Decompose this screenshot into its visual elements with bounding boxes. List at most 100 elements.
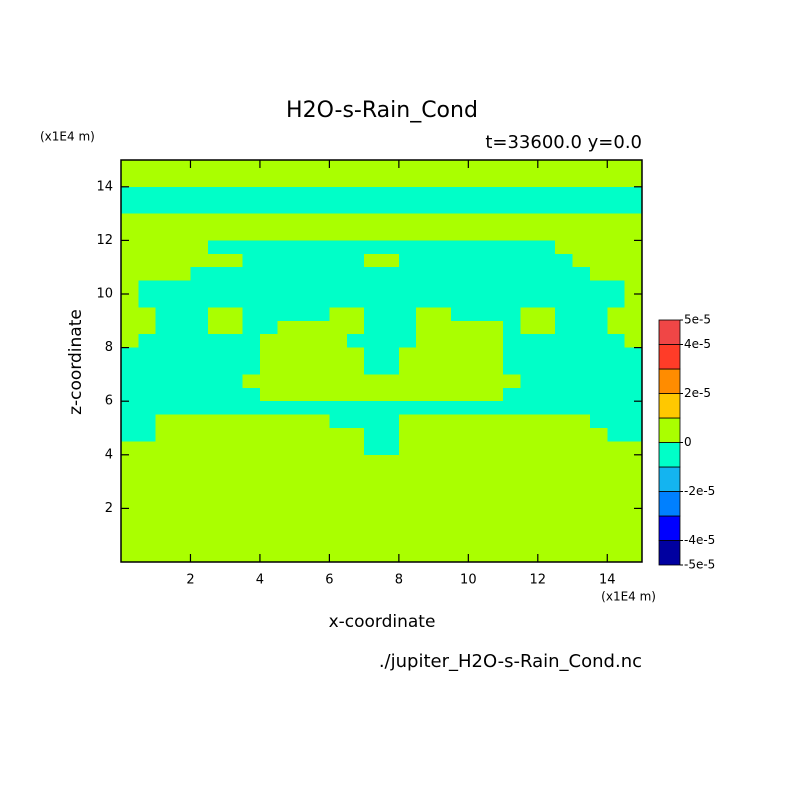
cell bbox=[277, 441, 296, 456]
cell bbox=[346, 213, 365, 228]
cell bbox=[173, 240, 192, 255]
cell bbox=[225, 307, 244, 322]
cell bbox=[589, 320, 608, 335]
cell bbox=[520, 361, 539, 375]
cell bbox=[277, 548, 296, 563]
cell bbox=[450, 307, 469, 322]
cell bbox=[416, 240, 435, 255]
cell bbox=[242, 253, 261, 268]
cell bbox=[138, 307, 157, 322]
cell bbox=[294, 374, 313, 389]
cell bbox=[312, 414, 330, 429]
cell bbox=[624, 173, 643, 188]
cell bbox=[294, 387, 313, 402]
cell bbox=[225, 401, 244, 416]
cell bbox=[520, 173, 539, 188]
cell bbox=[537, 186, 556, 201]
cell bbox=[155, 253, 174, 268]
cell bbox=[607, 361, 626, 375]
cell bbox=[381, 481, 400, 496]
cell bbox=[398, 454, 417, 469]
cell bbox=[416, 200, 435, 215]
cell bbox=[242, 240, 261, 255]
cell bbox=[398, 240, 417, 255]
cell bbox=[450, 535, 469, 550]
cell bbox=[277, 307, 296, 322]
cell bbox=[190, 173, 209, 188]
cell bbox=[398, 414, 417, 429]
cell bbox=[381, 227, 400, 241]
cell bbox=[485, 508, 504, 523]
cell bbox=[121, 454, 139, 469]
cell bbox=[190, 347, 209, 362]
cell bbox=[225, 521, 244, 536]
cell bbox=[503, 374, 522, 389]
cell bbox=[537, 173, 556, 188]
cell bbox=[503, 253, 522, 268]
cell bbox=[155, 267, 174, 282]
cell bbox=[242, 548, 261, 563]
cell bbox=[346, 240, 365, 255]
cell bbox=[207, 267, 226, 282]
cell bbox=[468, 294, 487, 308]
cell bbox=[398, 200, 417, 215]
cell bbox=[572, 361, 591, 375]
cell bbox=[485, 374, 504, 389]
cell bbox=[624, 253, 643, 268]
cell bbox=[468, 481, 487, 496]
cell bbox=[607, 213, 626, 228]
cell bbox=[624, 468, 643, 483]
cell bbox=[364, 280, 383, 295]
cell bbox=[259, 454, 278, 469]
cell bbox=[503, 521, 522, 536]
cell bbox=[138, 267, 157, 282]
cell bbox=[138, 227, 157, 241]
colorbar-segment bbox=[658, 393, 681, 419]
cell bbox=[346, 387, 365, 402]
cell bbox=[416, 374, 435, 389]
cell bbox=[259, 294, 278, 308]
cell bbox=[468, 213, 487, 228]
cell bbox=[225, 213, 244, 228]
cell bbox=[555, 253, 574, 268]
cell bbox=[433, 213, 452, 228]
cell bbox=[312, 160, 330, 174]
cell bbox=[207, 227, 226, 241]
cell bbox=[312, 347, 330, 362]
cell bbox=[190, 186, 209, 201]
cell bbox=[589, 535, 608, 550]
cell bbox=[312, 508, 330, 523]
cell bbox=[242, 374, 261, 389]
cell bbox=[242, 307, 261, 322]
cell bbox=[121, 401, 139, 416]
cell bbox=[121, 200, 139, 215]
cell bbox=[572, 240, 591, 255]
cell bbox=[450, 213, 469, 228]
cell bbox=[555, 200, 574, 215]
cell bbox=[433, 240, 452, 255]
cell bbox=[520, 535, 539, 550]
cell bbox=[503, 267, 522, 282]
cell bbox=[364, 173, 383, 188]
cell bbox=[329, 495, 348, 509]
cell bbox=[329, 213, 348, 228]
cell bbox=[450, 548, 469, 563]
colorbar-tick-label: -4e-5 bbox=[684, 533, 715, 547]
cell bbox=[155, 548, 174, 563]
cell bbox=[520, 428, 539, 442]
cell bbox=[485, 387, 504, 402]
y-tick-label: 10 bbox=[96, 287, 113, 302]
cell bbox=[190, 294, 209, 308]
cell bbox=[312, 240, 330, 255]
cell bbox=[121, 267, 139, 282]
cell bbox=[173, 361, 192, 375]
cell bbox=[607, 173, 626, 188]
y-axis-label: z-coordinate bbox=[66, 309, 86, 415]
cell bbox=[416, 173, 435, 188]
footer: ./jupiter_H2O-s-Rain_Cond.nc bbox=[379, 651, 642, 672]
cell bbox=[624, 374, 643, 389]
cell bbox=[433, 361, 452, 375]
cell bbox=[398, 227, 417, 241]
field bbox=[121, 160, 643, 563]
cell bbox=[312, 535, 330, 550]
